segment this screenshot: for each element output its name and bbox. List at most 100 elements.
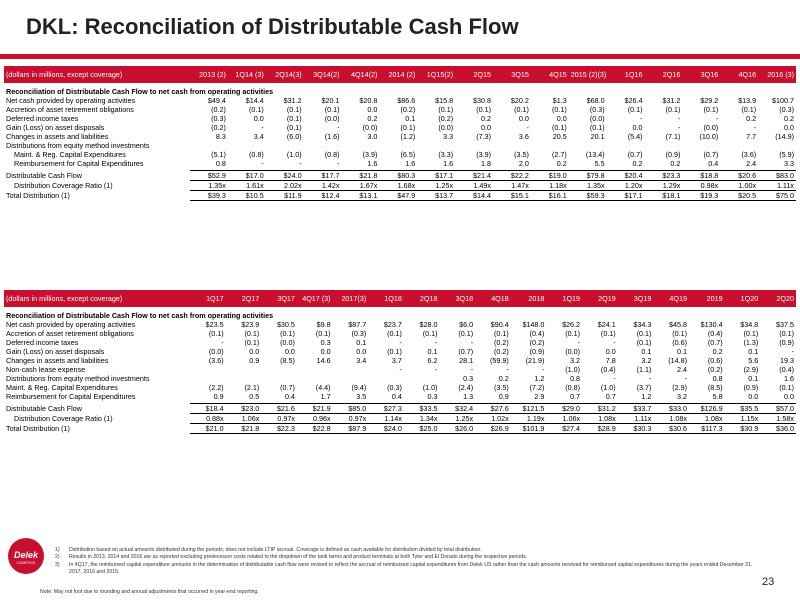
table-cell: $21.0 — [190, 423, 226, 434]
table-cell: (0.2) — [494, 338, 509, 347]
table-cell: (0.8) — [248, 150, 264, 159]
table-row: Non-cash lease expense - - - - - (1.0) (0.4) (1.… — [4, 365, 796, 374]
table-cell: (14.9) — [775, 132, 794, 141]
table-cell — [297, 374, 333, 383]
table-cell: 0.1 — [676, 347, 687, 356]
table-cell: $24.0 — [368, 423, 404, 434]
table-cell: $27.3 — [368, 403, 404, 414]
table-cell — [304, 141, 342, 150]
table-cell: (0.2) — [529, 338, 545, 347]
row-label: Changes in assets and liabilities — [6, 132, 109, 141]
column-header: 1Q20 — [724, 290, 761, 307]
table-cell: $13.7 — [417, 190, 456, 201]
page-title: DKL: Reconciliation of Distributable Cas… — [26, 14, 519, 39]
table-cell: (0.0) — [208, 347, 224, 356]
table-cell: (0.1) — [244, 329, 260, 338]
table-cell: 0.1 — [748, 347, 759, 356]
table-cell: 1.61x — [227, 180, 266, 191]
column-header: 4Q19 — [653, 290, 689, 307]
row-label: Distributable Cash Flow — [6, 404, 82, 413]
table-cell: $29.0 — [546, 403, 583, 414]
table-cell: $1.3 — [552, 96, 567, 105]
table-cell: 8.3 — [215, 132, 226, 141]
table-cell: - — [261, 123, 264, 132]
table-cell: 0.8 — [570, 374, 581, 383]
table-cell: (0.1) — [286, 114, 302, 123]
table-cell: 3.7 — [391, 356, 402, 365]
table-cell: 0.7 — [605, 392, 616, 401]
distributable-cash-flow-row: Distributable Cash Flow $52.9 $17.0 $24.0 $1… — [4, 170, 796, 181]
table-cell: 3.3 — [443, 132, 454, 141]
table-cell: $23.3 — [644, 170, 683, 181]
footnote: 3) In 4Q17, the reimbursed capital expend… — [55, 562, 755, 577]
table-cell: (0.1) — [387, 329, 402, 338]
table-cell: - — [577, 338, 581, 347]
table-cell: $30.9 — [724, 423, 761, 434]
table-cell: (3.6) — [741, 150, 757, 159]
table-cell: - — [435, 338, 438, 347]
column-header: 1Q15(2) — [417, 66, 456, 83]
table-cell: (0.1) — [476, 105, 491, 114]
column-header: 4Q15 — [530, 66, 569, 83]
table-cell: 6.2 — [427, 356, 438, 365]
column-header: 1Q19 — [546, 290, 583, 307]
distributable-cash-flow-row: Distributable Cash Flow $18.4 $23.0 $21.6 $2… — [4, 403, 796, 414]
table-cell: $18.8 — [682, 170, 721, 181]
table-cell — [531, 141, 569, 150]
row-label: Changes in assets and liabilities — [6, 356, 109, 365]
table-cell: 1.47x — [493, 180, 531, 191]
table-cell: $126.9 — [688, 403, 725, 414]
table-cell: $21.6 — [261, 403, 297, 414]
table-cell: $47.9 — [379, 190, 418, 201]
row-label: Distribution Coverage Ratio (1) — [14, 414, 113, 423]
table-cell: 0.0 — [249, 347, 260, 356]
table-cell: (1.1) — [636, 365, 652, 374]
table-cell: - — [542, 365, 545, 374]
table-cell: (0.1) — [458, 329, 474, 338]
table-cell: (0.7) — [707, 338, 723, 347]
table-cell: (1.3) — [743, 338, 759, 347]
table-cell: (0.0) — [703, 123, 719, 132]
column-header: 2018 — [510, 290, 547, 307]
table-cell: $10.5 — [227, 190, 266, 201]
table-cell: (0.1) — [244, 338, 260, 347]
table-cell: (2.4) — [458, 383, 474, 392]
table-cell: 0.0 — [784, 123, 794, 132]
table-cell: $15.1 — [493, 190, 531, 201]
table-cell: 0.4 — [284, 392, 295, 401]
table-cell: (0.0) — [280, 338, 295, 347]
footnote: 2) Results in 2013, 2014 and 2015 are as … — [55, 554, 755, 561]
table-cell: (0.1) — [665, 105, 681, 114]
column-header: 4Q17 (3) — [296, 290, 333, 307]
table-cell: $85.0 — [332, 403, 369, 414]
footnote-text: Results in 2013, 2014 and 2015 are as re… — [69, 554, 528, 561]
table-cell: $17.7 — [303, 170, 342, 181]
table-cell: (5.9) — [779, 150, 794, 159]
table-cell: 3.2 — [676, 392, 687, 401]
table-cell: 1.08x — [688, 413, 725, 424]
row-label: Deferred income taxes — [6, 114, 79, 123]
table-cell: (0.3) — [211, 114, 226, 123]
table-cell — [190, 374, 226, 383]
table-cell: 3.0 — [367, 132, 378, 141]
table-cell: (0.1) — [387, 347, 402, 356]
row-label: Total Distribution (1) — [6, 424, 70, 433]
table-cell: 0.0 — [356, 347, 367, 356]
table-cell: 0.98x — [682, 180, 721, 191]
row-label: Accretion of asset retirement obligation… — [6, 105, 134, 114]
table-cell: (0.4) — [707, 329, 723, 338]
column-header: 1Q18 — [368, 290, 404, 307]
table-cell: 0.4 — [708, 159, 719, 168]
table-cell: 20.5 — [552, 132, 567, 141]
coverage-ratio-row: Distribution Coverage Ratio (1) 0.88x 1.06… — [4, 413, 796, 424]
table-cell: 3.2 — [641, 356, 652, 365]
table-cell: 3.6 — [518, 132, 529, 141]
table-cell: 0.0 — [784, 392, 794, 401]
table-cell: 1.6 — [784, 374, 794, 383]
table-cell: (0.7) — [458, 347, 474, 356]
table-cell: (0.6) — [672, 338, 687, 347]
coverage-ratio-row: Distribution Coverage Ratio (1) 1.35x 1.61… — [4, 180, 796, 191]
table-cell: (6.5) — [400, 150, 416, 159]
table-cell: - — [613, 374, 616, 383]
table-row: Reimbursement for Capital Expenditures 0.… — [4, 159, 796, 168]
